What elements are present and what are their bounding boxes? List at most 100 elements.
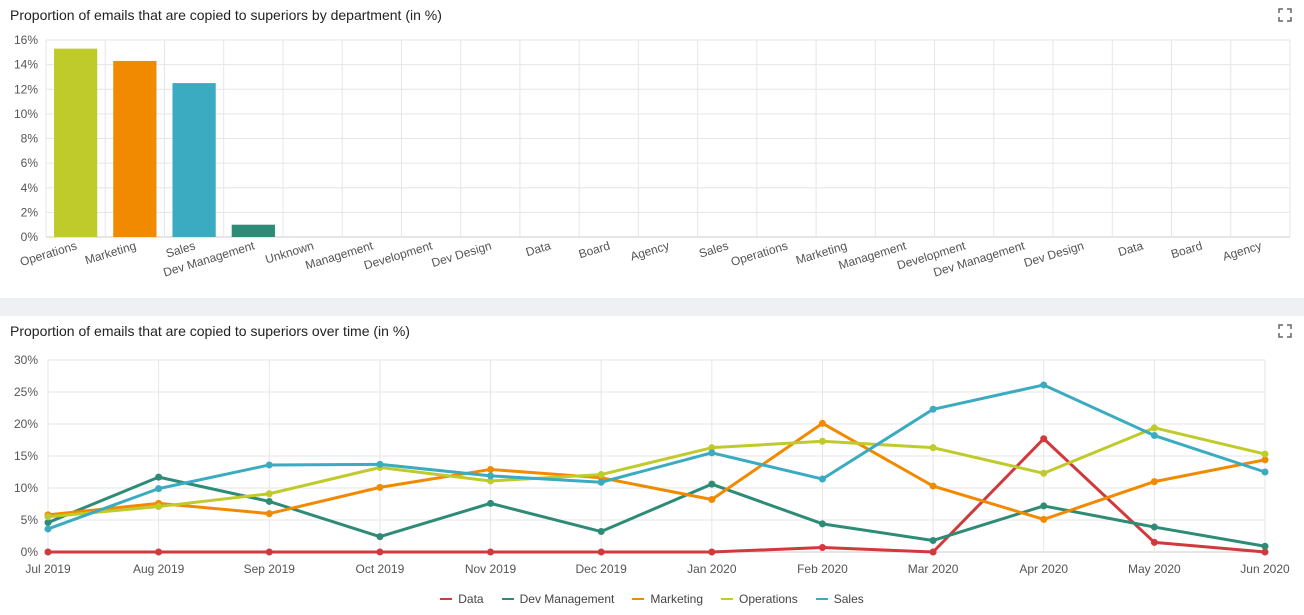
data-point-sales [265, 461, 273, 469]
data-point-dev-management [155, 473, 163, 481]
legend-swatch [721, 598, 734, 600]
x-tick-label: Data [524, 238, 553, 259]
legend-item-dev-management[interactable]: Dev Management [501, 592, 615, 606]
x-tick-label: Apr 2020 [1019, 562, 1068, 576]
data-point-marketing [376, 483, 384, 491]
data-point-operations [487, 477, 495, 485]
data-point-data [44, 548, 52, 556]
x-tick-label: Sep 2019 [244, 562, 296, 576]
y-tick-label: 5% [21, 513, 39, 527]
data-point-sales [597, 478, 605, 486]
data-point-marketing [1040, 515, 1048, 523]
y-tick-label: 15% [14, 449, 38, 463]
expand-icon[interactable] [1278, 324, 1292, 338]
data-point-data [376, 548, 384, 556]
data-point-data [265, 548, 273, 556]
x-tick-label: Agency [1221, 238, 1263, 263]
x-tick-label: Jan 2020 [687, 562, 737, 576]
data-point-dev-management [818, 520, 826, 528]
x-tick-label: Feb 2020 [797, 562, 848, 576]
panel-separator [0, 298, 1304, 316]
y-tick-label: 2% [21, 205, 39, 219]
data-point-operations [265, 490, 273, 498]
data-point-data [708, 548, 716, 556]
data-point-operations [929, 444, 937, 452]
x-tick-label: Sales [697, 238, 730, 260]
data-point-data [818, 544, 826, 552]
data-point-operations [708, 444, 716, 452]
time-chart-panel: Proportion of emails that are copied to … [0, 316, 1304, 615]
legend-label: Dev Management [519, 592, 615, 606]
bar-operations [53, 48, 98, 238]
data-point-marketing [818, 419, 826, 427]
y-tick-label: 0% [21, 230, 39, 244]
legend-item-data[interactable]: Data [440, 592, 484, 606]
data-point-marketing [265, 510, 273, 518]
legend-label: Data [458, 592, 484, 606]
bar-sales [172, 83, 216, 237]
x-tick-label: Dev Design [1022, 238, 1085, 270]
data-point-dev-management [376, 533, 384, 541]
data-point-sales [1040, 381, 1048, 389]
line-chart-title: Proportion of emails that are copied to … [10, 323, 410, 339]
x-tick-label: Jul 2019 [25, 562, 71, 576]
data-point-data [929, 548, 937, 556]
data-point-sales [1261, 468, 1269, 476]
legend-item-operations[interactable]: Operations [721, 592, 798, 606]
x-tick-label: Nov 2019 [465, 562, 517, 576]
data-point-dev-management [1040, 502, 1048, 510]
data-point-data [1261, 548, 1269, 556]
x-tick-label: Dev Design [430, 238, 493, 270]
x-tick-label: Development [362, 238, 434, 272]
data-point-operations [155, 503, 163, 511]
data-point-dev-management [708, 480, 716, 488]
series-line-operations [47, 426, 1266, 519]
y-tick-label: 6% [21, 156, 39, 170]
series-line-sales [47, 383, 1266, 531]
data-point-data [1040, 435, 1048, 443]
y-tick-label: 16% [14, 33, 38, 47]
legend-swatch [815, 598, 828, 600]
expand-icon[interactable] [1278, 8, 1292, 22]
bar-dev-management [231, 224, 275, 237]
x-tick-label: Aug 2019 [133, 562, 185, 576]
data-point-sales [818, 475, 826, 483]
legend-label: Marketing [650, 592, 704, 606]
data-point-sales [1150, 432, 1158, 440]
data-point-data [597, 548, 605, 556]
y-tick-label: 20% [14, 417, 38, 431]
legend-item-sales[interactable]: Sales [815, 592, 864, 606]
legend-label: Sales [833, 592, 864, 606]
y-tick-label: 8% [21, 132, 39, 146]
data-point-sales [487, 472, 495, 480]
data-point-data [1150, 538, 1158, 546]
data-point-operations [818, 437, 826, 445]
data-point-operations [1150, 424, 1158, 432]
chart-legend: Data Dev Management Marketing Operations Sal… [0, 591, 1304, 607]
legend-swatch [440, 598, 453, 600]
x-tick-label: Operations [729, 238, 789, 269]
series-line-data [48, 437, 1266, 554]
y-tick-label: 10% [14, 107, 38, 121]
x-tick-label: Data [1116, 238, 1145, 259]
legend-item-marketing[interactable]: Marketing [632, 592, 703, 606]
legend-swatch [501, 598, 514, 600]
department-chart-panel: Proportion of emails that are copied to … [0, 0, 1304, 298]
x-tick-label: Mar 2020 [908, 562, 959, 576]
line-chart: 0% 5% 10% 15% 20% 25% 30% Jul 2019 Aug 2019 Sep 2… [14, 353, 1290, 576]
y-tick-label: 30% [14, 353, 38, 367]
bar-marketing [113, 60, 157, 238]
data-point-sales [708, 449, 716, 457]
data-point-data [487, 548, 495, 556]
x-tick-label: Marketing [83, 238, 137, 267]
data-point-marketing [1150, 478, 1158, 486]
y-tick-label: 12% [14, 82, 38, 96]
data-point-dev-management [1261, 542, 1269, 550]
data-point-marketing [929, 482, 937, 490]
legend-label: Operations [739, 592, 798, 606]
data-point-operations [1040, 469, 1048, 477]
y-tick-label: 0% [21, 545, 39, 559]
y-tick-label: 4% [21, 181, 39, 195]
data-point-marketing [708, 496, 716, 504]
bar-chart: 0% 2% 4% 6% 8% 10% 12% 14% 16% Operations Marketin… [14, 33, 1291, 280]
